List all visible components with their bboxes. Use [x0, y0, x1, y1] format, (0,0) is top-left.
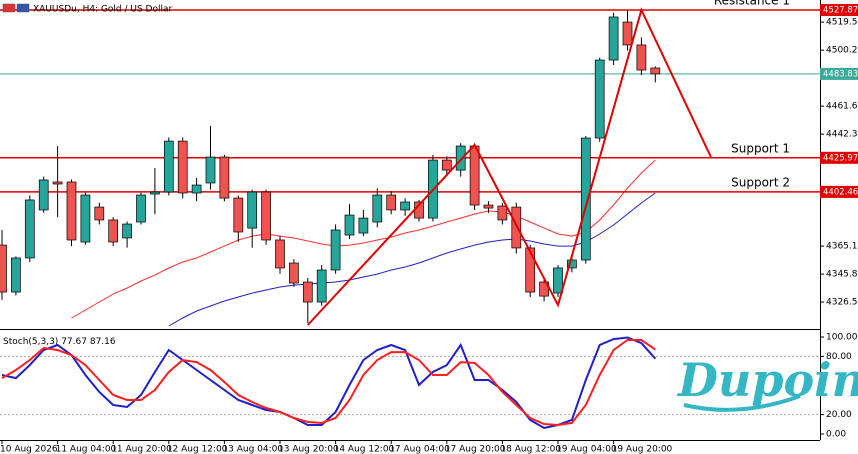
- y-tick-label: 80.00: [826, 352, 852, 362]
- x-tick-label: 18 Aug 12:00: [500, 445, 561, 454]
- candle-body: [177, 140, 188, 194]
- level-name: Support 1: [731, 141, 790, 155]
- chart-title: XAUUSDu, H4: Gold / US Dollar: [33, 5, 173, 15]
- candle-body: [150, 191, 160, 195]
- y-tick-label: 4461.60: [826, 102, 858, 112]
- candle-body: [66, 181, 77, 241]
- indicator-value: 77.67: [61, 337, 87, 347]
- x-tick-label: 10 Aug 2026: [0, 445, 58, 454]
- candle-body: [636, 44, 647, 71]
- price-box: [820, 185, 858, 198]
- candle-body: [0, 244, 7, 293]
- price-box: [820, 4, 858, 17]
- price-box: [820, 151, 858, 164]
- x-tick-label: 11 Aug 20:00: [111, 445, 172, 454]
- candle-body: [247, 191, 258, 229]
- y-tick-label: 20.00: [826, 410, 852, 420]
- symbol-icon: [16, 3, 30, 13]
- price-box: [820, 67, 858, 80]
- y-tick-label: 4345.80: [826, 270, 858, 280]
- candle-body: [372, 194, 383, 223]
- candle-body: [330, 229, 341, 271]
- candle-body: [191, 184, 202, 194]
- candle-body: [302, 281, 313, 303]
- y-tick-label: 4365.10: [826, 242, 858, 252]
- candle-body: [580, 137, 591, 261]
- level-name: Support 2: [731, 175, 790, 189]
- watermark-logo: Dupoin: [676, 353, 858, 407]
- indicator-title: Stoch(5,3,3) 77.67 87.16: [3, 337, 116, 347]
- y-tick-label: 100.00: [826, 333, 858, 343]
- candle-body: [344, 214, 355, 236]
- x-tick-label: 14 Aug 12:00: [334, 445, 395, 454]
- price-box-label: 4527.87: [823, 6, 858, 16]
- candle-body: [567, 259, 577, 269]
- x-tick-label: 19 Aug 04:00: [556, 445, 617, 454]
- price-box-label: 4425.97: [823, 153, 858, 163]
- candle-body: [11, 257, 21, 293]
- candle-body: [108, 219, 119, 243]
- candle-body: [594, 59, 605, 139]
- price-box-label: 4402.46: [823, 187, 858, 197]
- candle-body: [386, 194, 397, 211]
- x-tick-label: 11 Aug 04:00: [56, 445, 117, 454]
- x-tick-label: 17 Aug 20:00: [445, 445, 506, 454]
- candle-body: [316, 269, 327, 303]
- candle-body: [469, 145, 480, 206]
- indicator-name: Stoch(5,3,3): [3, 337, 58, 347]
- level-name: Resistance 1: [714, 0, 790, 8]
- line-series: [71, 159, 656, 319]
- candle-body: [80, 194, 91, 243]
- candle-body: [400, 201, 410, 211]
- candle-body: [511, 206, 522, 249]
- candle-body: [233, 197, 244, 233]
- line-series: [1, 336, 657, 430]
- y-tick-label: 4519.55: [826, 18, 858, 28]
- candle-body: [163, 140, 174, 193]
- trend-line: [307, 7, 712, 326]
- y-tick-label: 0.00: [826, 429, 846, 439]
- candle-body: [275, 239, 285, 269]
- candle-body: [38, 179, 49, 211]
- candle-body: [122, 223, 132, 239]
- x-tick-label: 12 Aug 12:00: [167, 445, 228, 454]
- candle-body: [553, 267, 563, 294]
- candle-body: [497, 205, 508, 221]
- candle-body: [650, 67, 661, 75]
- candle-body: [24, 199, 35, 259]
- candle-body: [289, 262, 299, 284]
- candle-body: [455, 145, 466, 171]
- candle-body: [525, 247, 536, 293]
- line-series: [1, 339, 656, 427]
- y-tick-label: 4500.20: [826, 46, 858, 56]
- logo-swoosh: [683, 394, 801, 412]
- indicator-value: 87.16: [90, 337, 116, 347]
- candle-body: [261, 191, 271, 241]
- candle-body: [205, 156, 216, 184]
- candle-body: [441, 159, 452, 171]
- candle-body: [358, 217, 369, 234]
- candle-body: [483, 204, 494, 209]
- x-tick-label: 19 Aug 20:00: [612, 445, 673, 454]
- candle-body: [52, 181, 63, 185]
- plot-layer: [0, 7, 820, 430]
- candle-body: [94, 206, 105, 221]
- symbol-icon: [2, 3, 16, 13]
- candle-body: [608, 16, 619, 61]
- x-tick-label: 13 Aug 04:00: [222, 445, 283, 454]
- candle-body: [219, 156, 230, 199]
- x-tick-label: 13 Aug 20:00: [278, 445, 339, 454]
- x-tick-label: 17 Aug 04:00: [389, 445, 450, 454]
- price-box-label: 4483.83: [823, 69, 858, 79]
- candle-body: [136, 194, 146, 223]
- y-tick-label: 4326.50: [826, 298, 858, 308]
- candle-body: [622, 21, 633, 46]
- y-tick-label: 4442.30: [826, 130, 858, 140]
